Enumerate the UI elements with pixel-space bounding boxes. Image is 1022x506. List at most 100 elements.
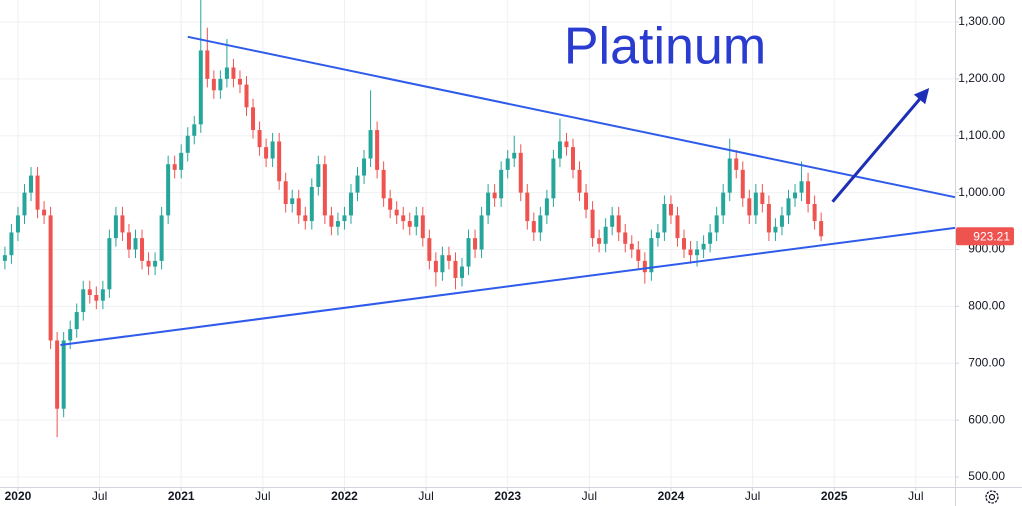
trend-line xyxy=(187,35,956,199)
candle-body xyxy=(819,221,824,237)
candle-body xyxy=(473,238,478,250)
x-tick-label: Jul xyxy=(92,489,107,503)
candle-body xyxy=(753,192,758,216)
y-tick-label: 800.00 xyxy=(968,299,1005,313)
candle-body xyxy=(655,232,660,239)
candle-body xyxy=(9,232,14,256)
candle-body xyxy=(303,215,308,222)
candle-body xyxy=(479,215,484,250)
candle-body xyxy=(433,260,438,273)
chart-title: Platinum xyxy=(564,18,766,76)
candle-body xyxy=(68,329,73,341)
candle-body xyxy=(146,260,151,267)
candle-body xyxy=(264,147,269,159)
candle-body xyxy=(538,215,543,233)
candle-body xyxy=(153,260,158,267)
candle-body xyxy=(427,238,432,261)
candle-body xyxy=(499,169,504,199)
candle-body xyxy=(662,204,667,233)
candle-body xyxy=(740,169,745,199)
candle-body xyxy=(74,312,79,330)
trend-line xyxy=(60,226,956,347)
candle-body xyxy=(688,249,693,256)
candle-body xyxy=(283,181,288,205)
x-tick-label: 2020 xyxy=(5,489,32,503)
y-tick-label: 600.00 xyxy=(968,412,1005,426)
candle-body xyxy=(557,141,562,159)
candle-body xyxy=(126,232,131,250)
settings-icon[interactable] xyxy=(985,490,999,504)
candle-body xyxy=(277,141,282,182)
candle-body xyxy=(597,238,602,244)
candle-body xyxy=(55,340,60,409)
candle-body xyxy=(355,175,360,193)
candle-body xyxy=(512,152,517,159)
x-tick-label: 2025 xyxy=(821,489,848,503)
candle-body xyxy=(571,147,575,170)
candle-body xyxy=(616,215,621,233)
candle-body xyxy=(486,192,491,216)
candle-body xyxy=(185,135,190,153)
candle-body xyxy=(362,158,367,176)
candle-body xyxy=(799,181,804,193)
candle-body xyxy=(420,215,425,239)
candle-body xyxy=(577,169,582,193)
candle-body xyxy=(590,209,595,239)
candle-body xyxy=(133,238,138,250)
candle-body xyxy=(179,152,184,170)
candle-body xyxy=(525,192,530,222)
candle-body xyxy=(714,215,719,233)
candle-body xyxy=(316,164,321,187)
y-tick-label: 1,200.00 xyxy=(958,71,1005,85)
candle-body xyxy=(42,209,47,216)
candle-body xyxy=(701,243,706,250)
candle-body xyxy=(407,221,412,227)
candle-body xyxy=(610,215,615,227)
candle-body xyxy=(296,198,301,216)
last-price-label: 923.21 xyxy=(973,229,1010,243)
candle-body xyxy=(414,215,419,227)
candle-body xyxy=(251,107,256,131)
candle-body xyxy=(166,164,171,216)
candle-body xyxy=(459,266,464,278)
candle-body xyxy=(492,192,497,199)
candle-body xyxy=(270,141,275,159)
candle-body xyxy=(649,238,654,273)
x-tick-label: 2022 xyxy=(331,489,358,503)
candle-body xyxy=(22,192,27,216)
candle-body xyxy=(779,215,784,227)
candle-body xyxy=(205,50,210,79)
candle-body xyxy=(642,260,647,273)
candle-body xyxy=(518,152,523,193)
last-price-box xyxy=(956,227,1014,246)
arrow xyxy=(831,87,930,203)
candle-body xyxy=(793,192,798,199)
candle-body xyxy=(100,289,105,301)
y-tick-label: 700.00 xyxy=(968,355,1005,369)
candle-body xyxy=(81,289,86,313)
candle-body xyxy=(329,215,334,227)
candle-body xyxy=(107,238,112,290)
candle-body xyxy=(342,215,347,222)
candle-body xyxy=(257,130,262,148)
candle-body xyxy=(87,289,92,295)
x-tick-label: Jul xyxy=(582,489,597,503)
x-tick-label: 2021 xyxy=(168,489,195,503)
candle-body xyxy=(760,192,765,205)
candle-body xyxy=(636,249,641,261)
candle-body xyxy=(531,221,536,233)
candle-body xyxy=(806,181,811,205)
candle-body xyxy=(721,192,726,216)
candle-body xyxy=(224,67,229,79)
candle-body xyxy=(48,215,53,341)
candle-body xyxy=(113,215,118,239)
candle-body xyxy=(629,243,634,250)
y-tick-label: 500.00 xyxy=(968,469,1005,483)
candle-body xyxy=(727,158,732,193)
candle-body xyxy=(675,215,680,239)
candle-body xyxy=(544,198,549,216)
candle-body xyxy=(61,340,66,409)
candle-body xyxy=(290,198,295,205)
candle-body xyxy=(335,221,340,227)
